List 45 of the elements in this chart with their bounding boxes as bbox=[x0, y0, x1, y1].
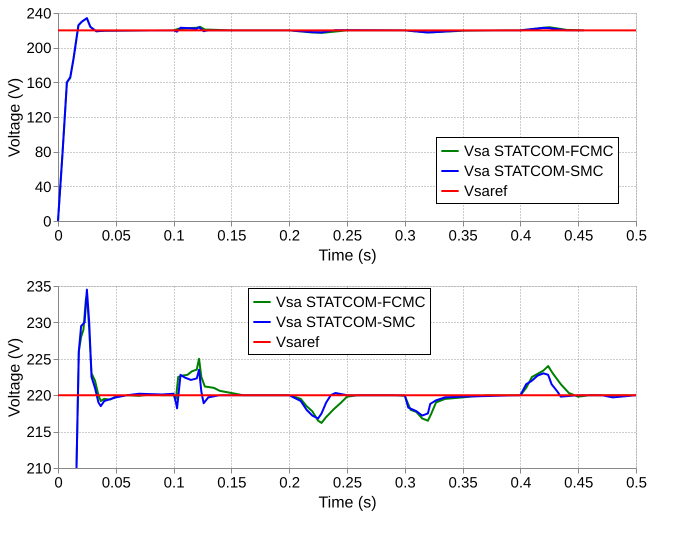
x-tick-label: 0.05 bbox=[102, 474, 131, 492]
legend-label: Vsa STATCOM-FCMC bbox=[276, 294, 426, 311]
legend-label: Vsa STATCOM-SMC bbox=[276, 314, 416, 331]
x-tick-label: 0.3 bbox=[394, 228, 416, 244]
x-tick-label: 0.45 bbox=[564, 228, 594, 244]
y-tick-label: 240 bbox=[26, 6, 52, 22]
x-tick-label: 0.5 bbox=[626, 228, 647, 244]
x-tick-label: 0.4 bbox=[510, 474, 532, 492]
y-tick-label: 160 bbox=[26, 74, 52, 92]
y-tick-label: 0 bbox=[43, 214, 52, 230]
x-axis-title: Time (s) bbox=[318, 494, 377, 512]
y-tick-label: 40 bbox=[34, 178, 52, 196]
x-axis-title: Time (s) bbox=[318, 248, 377, 264]
x-tick-label: 0 bbox=[54, 474, 63, 492]
y-tick-label: 235 bbox=[26, 278, 52, 296]
x-tick-label: 0.15 bbox=[217, 228, 246, 244]
x-tick-label: 0.25 bbox=[332, 228, 362, 244]
x-tick-label: 0.35 bbox=[448, 228, 478, 244]
y-axis-title: Voltage (V) bbox=[6, 78, 24, 158]
x-tick-label: 0.2 bbox=[279, 228, 300, 244]
x-tick-label: 0.3 bbox=[394, 474, 416, 492]
x-tick-label: 0.5 bbox=[626, 474, 647, 492]
y-tick-label: 80 bbox=[34, 144, 52, 162]
y-tick-label: 215 bbox=[26, 424, 52, 442]
x-tick-label: 0 bbox=[54, 228, 63, 244]
x-tick-label: 0.4 bbox=[510, 228, 532, 244]
x-tick-label: 0.45 bbox=[564, 474, 594, 492]
x-tick-label: 0.2 bbox=[279, 474, 300, 492]
y-axis-title: Voltage (V) bbox=[6, 338, 24, 418]
y-tick-label: 230 bbox=[26, 314, 52, 332]
legend-label: Vsaref bbox=[464, 183, 508, 200]
legend-label: Vsa STATCOM-FCMC bbox=[464, 143, 614, 160]
y-tick-label: 220 bbox=[26, 388, 52, 405]
x-tick-label: 0.1 bbox=[164, 474, 185, 492]
legend-label: Vsaref bbox=[276, 334, 320, 351]
y-tick-label: 210 bbox=[26, 460, 52, 478]
x-tick-label: 0.15 bbox=[217, 474, 246, 492]
x-tick-label: 0.25 bbox=[332, 474, 362, 492]
x-tick-label: 0.05 bbox=[102, 228, 131, 244]
y-tick-label: 200 bbox=[26, 40, 52, 58]
legend-label: Vsa STATCOM-SMC bbox=[464, 163, 604, 180]
x-tick-label: 0.35 bbox=[448, 474, 478, 492]
x-tick-label: 0.1 bbox=[164, 228, 185, 244]
y-tick-label: 120 bbox=[26, 110, 52, 126]
y-tick-label: 225 bbox=[26, 351, 52, 368]
